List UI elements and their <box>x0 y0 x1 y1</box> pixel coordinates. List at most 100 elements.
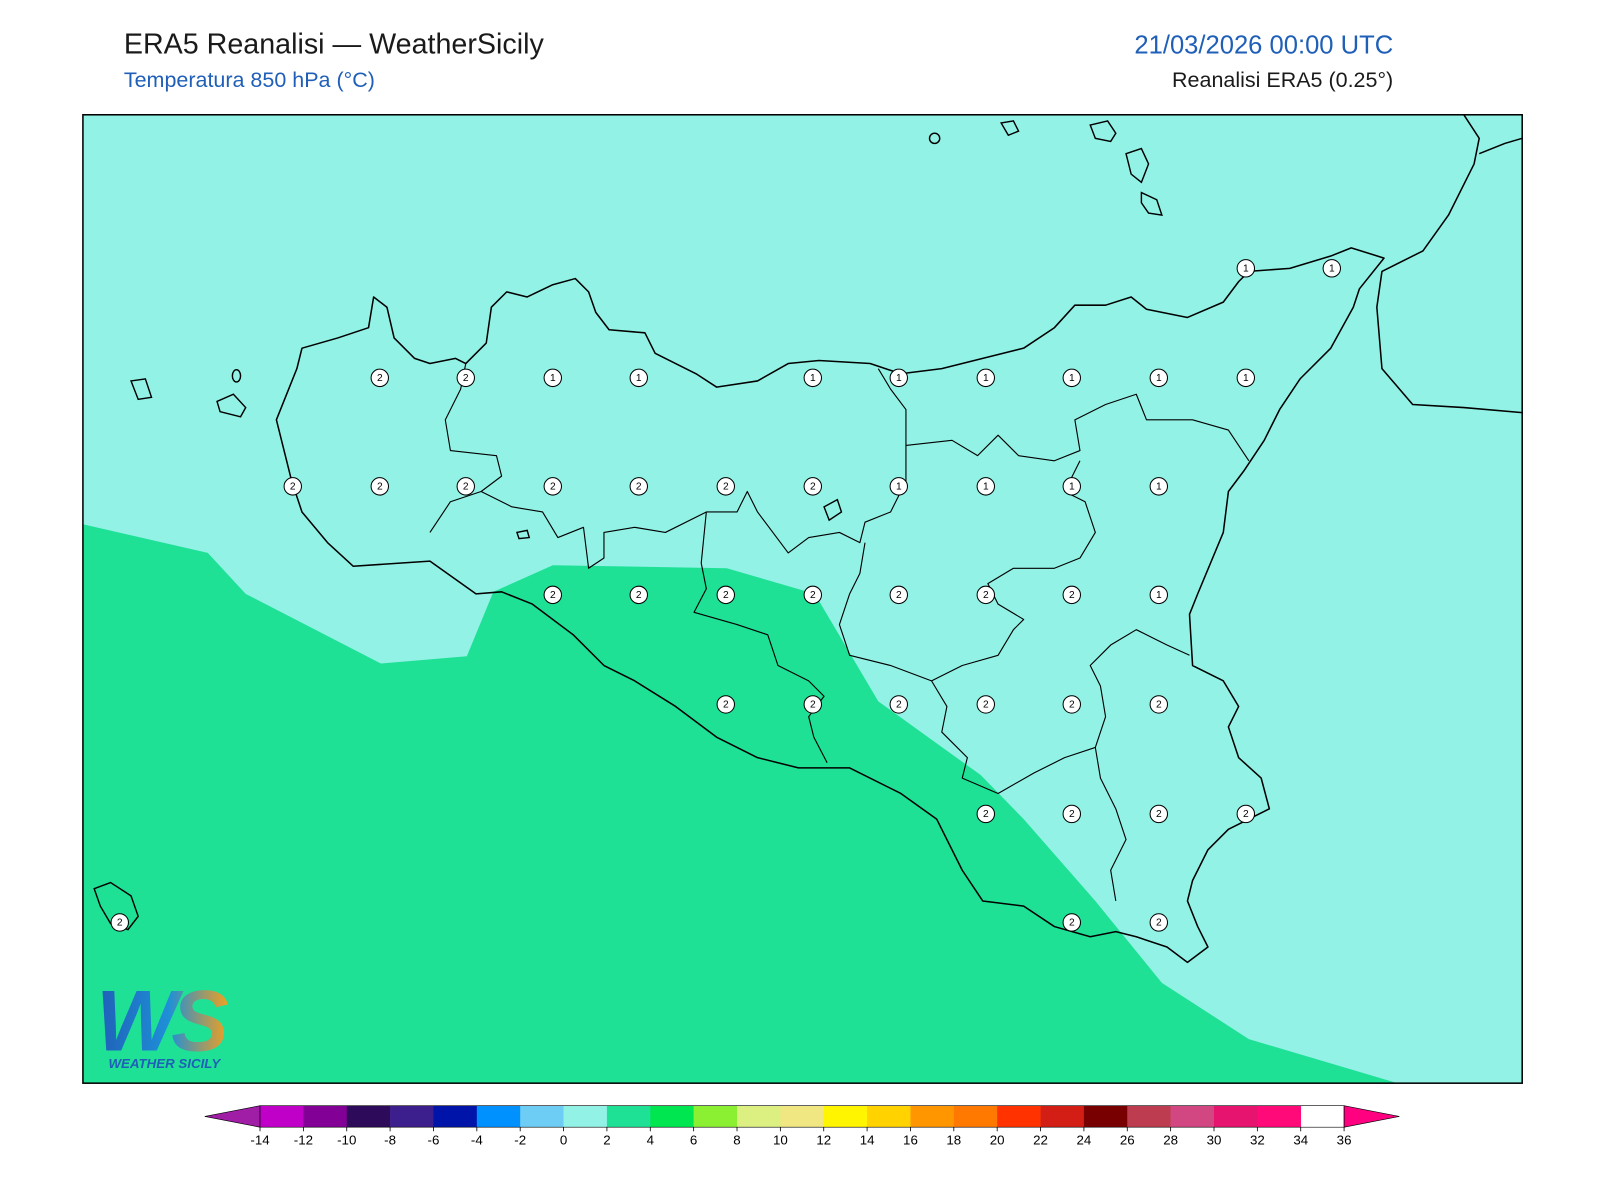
grid-point <box>976 695 996 714</box>
grid-value: 1 <box>1069 373 1075 384</box>
grid-value: 1 <box>1156 373 1162 384</box>
colorbar-segment <box>1170 1105 1215 1128</box>
grid-point <box>889 695 908 714</box>
grid-value: 2 <box>810 590 816 601</box>
colorbar-segment <box>303 1105 348 1128</box>
colorbar-segment <box>563 1105 608 1128</box>
colorbar-segment <box>520 1105 564 1128</box>
grid-point <box>976 804 996 824</box>
colorbar-segment <box>390 1105 434 1128</box>
colorbar-tick-label: 32 <box>1250 1133 1265 1148</box>
colorbar-tick-label: 24 <box>1077 1133 1092 1148</box>
logo: WS WEATHER SICILY <box>96 973 234 1070</box>
grid-value: 2 <box>636 481 642 492</box>
colorbar-tick-label: 0 <box>560 1133 567 1148</box>
grid-point <box>889 585 908 605</box>
colorbar-tick-label: 26 <box>1120 1133 1135 1148</box>
colorbar-segment <box>823 1105 868 1128</box>
colorbar-segment <box>997 1105 1041 1128</box>
grid-point <box>543 477 562 496</box>
grid-point <box>1236 368 1256 388</box>
grid-value: 1 <box>1329 263 1335 274</box>
colorbar-segment <box>737 1105 781 1128</box>
grid-point <box>456 477 475 496</box>
colorbar-over <box>1343 1105 1400 1128</box>
grid-value: 1 <box>896 481 902 492</box>
grid-value: 1 <box>1156 590 1162 601</box>
colorbar-segment <box>1257 1105 1302 1128</box>
grid-value: 1 <box>1243 373 1249 384</box>
colorbar-segment <box>1040 1105 1085 1128</box>
grid-point <box>1149 477 1169 496</box>
date: 21/03/2026 00:00 UTC <box>1134 31 1393 59</box>
colorbar-segment <box>260 1105 304 1128</box>
grid-value: 2 <box>550 590 556 601</box>
grid-point <box>1322 259 1342 278</box>
colorbar-tick-label: -14 <box>250 1133 269 1148</box>
grid-point <box>1236 259 1256 278</box>
grid-value: 1 <box>896 373 902 384</box>
grid-value: 2 <box>983 699 989 710</box>
grid-point <box>1062 368 1081 388</box>
colorbar-tick-label: 30 <box>1207 1133 1222 1148</box>
colorbar-tick-label: 8 <box>733 1133 740 1148</box>
grid-point <box>1062 695 1081 714</box>
grid-point <box>889 368 908 388</box>
grid-value: 2 <box>550 481 556 492</box>
islands <box>93 120 1163 931</box>
title: ERA5 Reanalisi — WeatherSicily <box>124 28 545 60</box>
grid-value: 2 <box>1243 809 1249 820</box>
colorbar-segment <box>953 1105 998 1128</box>
colorbar-tick-label: 12 <box>816 1133 831 1148</box>
grid-point <box>629 368 648 388</box>
source: Reanalisi ERA5 (0.25°) <box>1172 68 1393 92</box>
grid-value: 2 <box>723 481 729 492</box>
grid-value: 2 <box>723 699 729 710</box>
grid-point <box>1149 804 1169 824</box>
grid-point <box>889 477 908 496</box>
colorbar-segment <box>693 1105 738 1128</box>
grid-point <box>1149 695 1169 714</box>
grid-point <box>716 695 735 714</box>
colorbar-segment <box>910 1105 955 1128</box>
colorbar-tick-label: 36 <box>1337 1133 1352 1148</box>
grid-value: 2 <box>463 373 469 384</box>
grid-value: 2 <box>1156 699 1162 710</box>
colorbar-tick-label: 28 <box>1163 1133 1178 1148</box>
sicily-coast <box>275 247 1385 964</box>
grid-value: 2 <box>983 590 989 601</box>
colorbar-under <box>204 1105 261 1128</box>
grid-value: 2 <box>463 481 469 492</box>
grid-point <box>716 477 735 496</box>
colorbar-tick-label: 16 <box>903 1133 918 1148</box>
colorbar-tick-label: -6 <box>428 1133 440 1148</box>
colorbar-tick-label: 20 <box>990 1133 1005 1148</box>
colorbar-tick-label: 10 <box>773 1133 788 1148</box>
grid-point <box>1149 913 1169 932</box>
grid-value: 2 <box>1069 590 1075 601</box>
grid-point <box>1149 585 1169 605</box>
colorbar-tick-label: 22 <box>1033 1133 1048 1148</box>
grid-point <box>629 477 648 496</box>
grid-point <box>803 477 823 496</box>
colorbar-tick-label: -8 <box>384 1133 396 1148</box>
colorbar-segment <box>1083 1105 1128 1128</box>
grid-point <box>1062 804 1081 824</box>
colorbar-tick-label: -10 <box>337 1133 356 1148</box>
colorbar-tick-label: -2 <box>514 1133 526 1148</box>
colorbar-segment <box>606 1105 651 1128</box>
colorbar-segment <box>346 1105 391 1128</box>
colorbar-tick-label: 14 <box>860 1133 875 1148</box>
grid-point <box>1062 585 1081 605</box>
grid-point <box>1236 804 1256 824</box>
grid-value: 2 <box>1156 917 1162 928</box>
grid-value: 1 <box>983 481 989 492</box>
grid-value: 2 <box>896 590 902 601</box>
map-area: 1 1 2 2 1 1 1 1 1 1 1 1 2 2 2 2 2 2 2 1 1 1 1 2 2 2 2 2 2 2 1 2 2 2 2 2 2 2 2 2… <box>82 114 1523 1084</box>
grid-point <box>283 477 302 496</box>
subtitle: Temperatura 850 hPa (°C) <box>124 68 375 92</box>
grid-point <box>110 913 129 932</box>
grid-value: 1 <box>983 373 989 384</box>
colorbar: -14 -12 -10 -8 -6 -4 -2 0 2 4 6 8 10 12 14 16 18 20 22 24 26… <box>204 1105 1400 1148</box>
